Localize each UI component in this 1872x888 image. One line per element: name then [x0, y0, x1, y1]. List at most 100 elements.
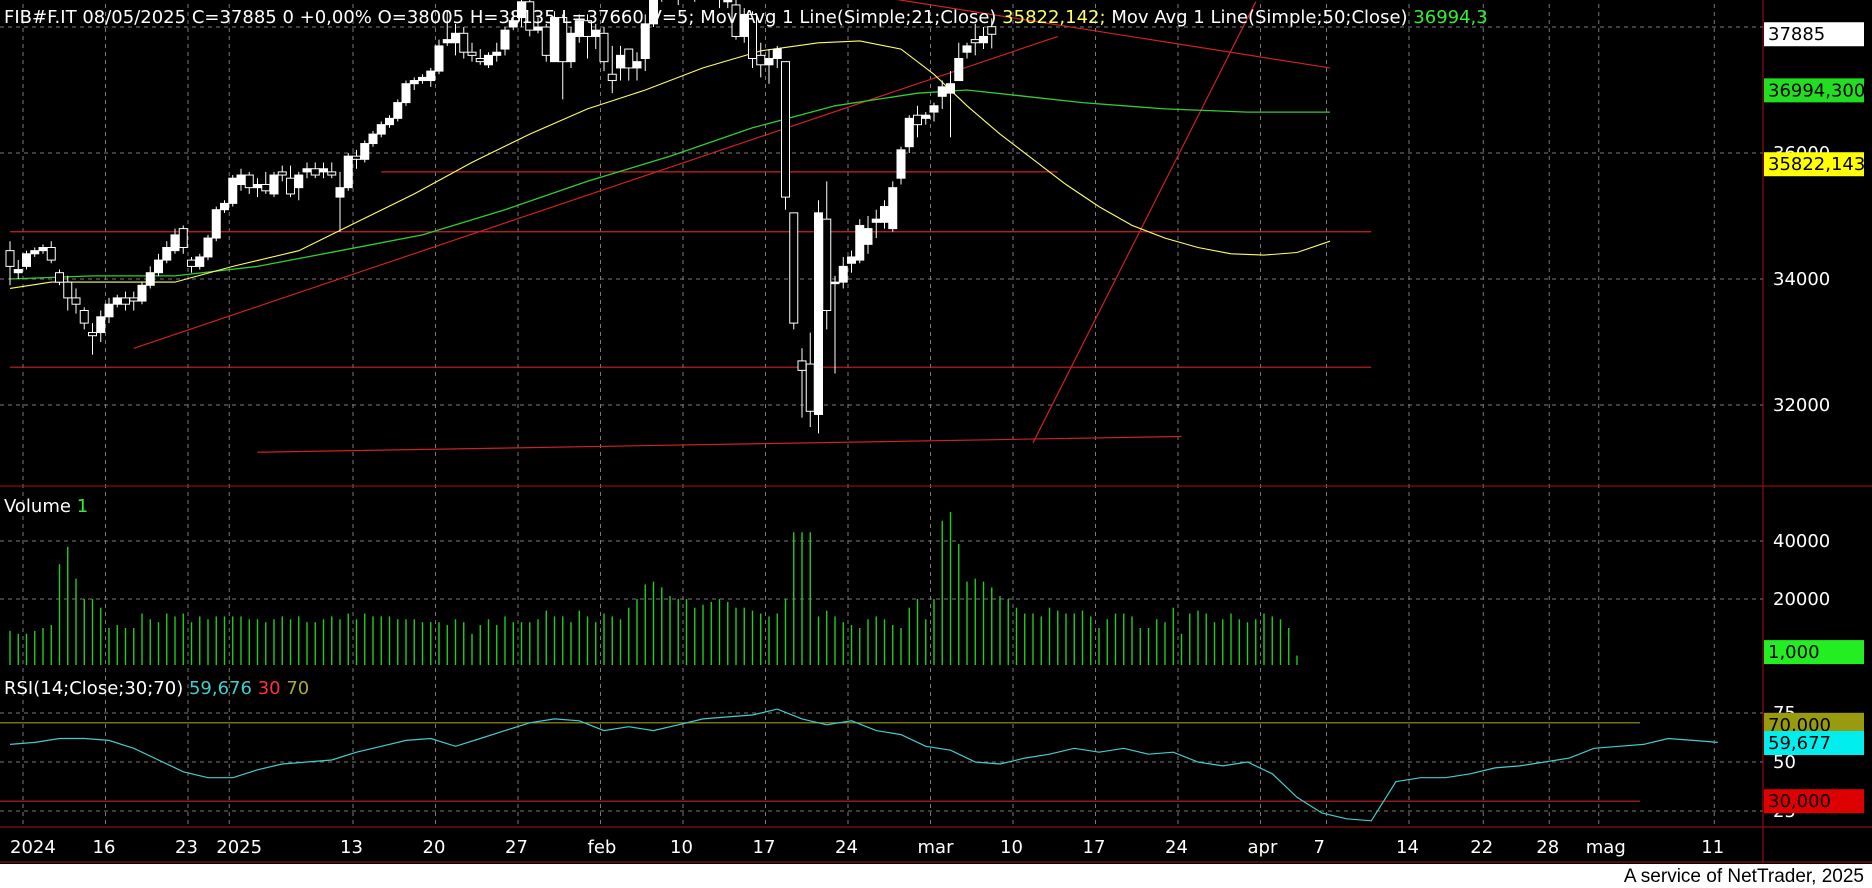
- candle-up: [30, 250, 40, 255]
- candle-up: [591, 29, 601, 37]
- x-tick-label: 28: [1536, 837, 1559, 858]
- header-ma21-label: Mov Avg 1 Line(Simple;21;Close): [700, 7, 996, 28]
- trendlines: [10, 0, 1372, 453]
- candle-down: [286, 177, 295, 195]
- footer-credit: A service of NetTrader, 2025: [1623, 866, 1864, 887]
- header-date: 08/05/2025: [82, 7, 186, 28]
- candle-down: [913, 114, 922, 126]
- candle-up: [376, 124, 386, 135]
- x-tick-label: 2024: [10, 837, 56, 858]
- header-symbol: FIB#F.IT: [4, 7, 78, 28]
- candle-up: [880, 206, 889, 223]
- candle-up: [962, 45, 972, 53]
- candle-down: [121, 297, 130, 305]
- candle-down: [244, 174, 254, 189]
- candle-down: [46, 247, 56, 261]
- candle-up: [22, 253, 31, 267]
- moving-averages: [9, 40, 1331, 289]
- candle-down: [79, 310, 89, 324]
- candle-up: [855, 224, 865, 261]
- rsi-title-high: 70: [286, 678, 309, 699]
- candle-up: [838, 265, 848, 283]
- price-badge-ma50-label: 36994,300: [1768, 80, 1865, 101]
- header-quote: C=37885 0 +0,00% O=38005 H=38135 L=37660…: [192, 7, 695, 28]
- candle-down: [129, 297, 139, 302]
- candle-up: [368, 133, 378, 145]
- candle-up: [772, 48, 782, 59]
- candle-up: [937, 86, 947, 97]
- price-badge-ma21-bg: [1764, 152, 1864, 177]
- x-tick-label: 27: [505, 837, 528, 858]
- trendline: [257, 435, 1182, 453]
- candle-up: [442, 39, 452, 44]
- candle-up: [220, 202, 229, 211]
- candle-up: [426, 70, 436, 82]
- candle-up: [228, 177, 238, 204]
- volume-badge-label: 1,000: [1768, 642, 1820, 663]
- candle-up: [294, 174, 304, 189]
- candle-down: [71, 297, 81, 305]
- badge-rsi-70-label: 70,000: [1768, 715, 1831, 736]
- candle-up: [401, 83, 411, 104]
- candle-up: [154, 259, 163, 274]
- candle-down: [261, 184, 271, 192]
- grid-lines: [0, 0, 1872, 863]
- trendline: [133, 35, 1058, 349]
- rsi-title-label: RSI(14;Close;30;70): [4, 678, 183, 699]
- candle-up: [871, 218, 881, 223]
- candle-down: [55, 272, 64, 283]
- candle-up: [616, 54, 625, 69]
- x-tick-label: 10: [1000, 837, 1023, 858]
- candle-up: [723, 0, 733, 3]
- rsi-tick-label: 50: [1773, 752, 1796, 773]
- candle-down: [789, 212, 799, 324]
- candle-up: [847, 256, 856, 264]
- candle-down: [525, 1, 535, 31]
- candle-up: [929, 105, 939, 113]
- volume-title: Volume 1: [4, 496, 88, 517]
- candle-up: [96, 316, 106, 334]
- x-tick-label: 11: [1701, 837, 1724, 858]
- rsi-line: [0, 708, 1718, 822]
- candle-down: [756, 54, 766, 66]
- header-ma21-value: 35822,142;: [1002, 7, 1105, 28]
- candle-down: [607, 73, 617, 82]
- rsi-title-value: 59,676: [189, 678, 252, 699]
- x-tick-label: mar: [918, 837, 955, 858]
- badge-rsi-30-label: 30,000: [1768, 791, 1831, 812]
- price-badge-close-bg: [1764, 22, 1864, 47]
- candle-down: [327, 171, 337, 176]
- candle-down: [5, 250, 15, 267]
- x-tick-label: 7: [1314, 837, 1325, 858]
- candle-up: [418, 76, 427, 82]
- candle-down: [624, 48, 634, 69]
- x-tick-label: 20: [423, 837, 446, 858]
- badge-rsi-30-bg: [1764, 789, 1864, 814]
- volume-tick-label: 40000: [1773, 531, 1830, 552]
- candlesticks: [5, 0, 997, 434]
- candle-up: [434, 45, 444, 72]
- x-tick-label: 13: [340, 837, 363, 858]
- candle-up: [38, 247, 48, 252]
- price-badge-ma50-bg: [1764, 78, 1864, 103]
- candle-up: [566, 32, 576, 63]
- candle-up: [393, 102, 403, 119]
- volume-badge-bg: [1764, 640, 1864, 665]
- candle-down: [88, 332, 97, 337]
- price-badge-ma21-label: 35822,143: [1768, 154, 1865, 175]
- candle-up: [269, 174, 279, 195]
- ma21-line: [9, 40, 1331, 289]
- candle-down: [63, 281, 73, 299]
- price-tick-label: 32000: [1773, 395, 1830, 416]
- x-tick-label: 14: [1396, 837, 1419, 858]
- candle-down: [187, 259, 196, 267]
- candle-up: [104, 303, 114, 318]
- candle-up: [649, 0, 658, 25]
- candle-up: [979, 35, 988, 44]
- price-badge-close-label: 37885: [1768, 24, 1825, 45]
- candle-down: [970, 39, 980, 44]
- x-tick-label: 22: [1470, 837, 1493, 858]
- candle-up: [451, 32, 460, 44]
- candle-up: [319, 168, 328, 173]
